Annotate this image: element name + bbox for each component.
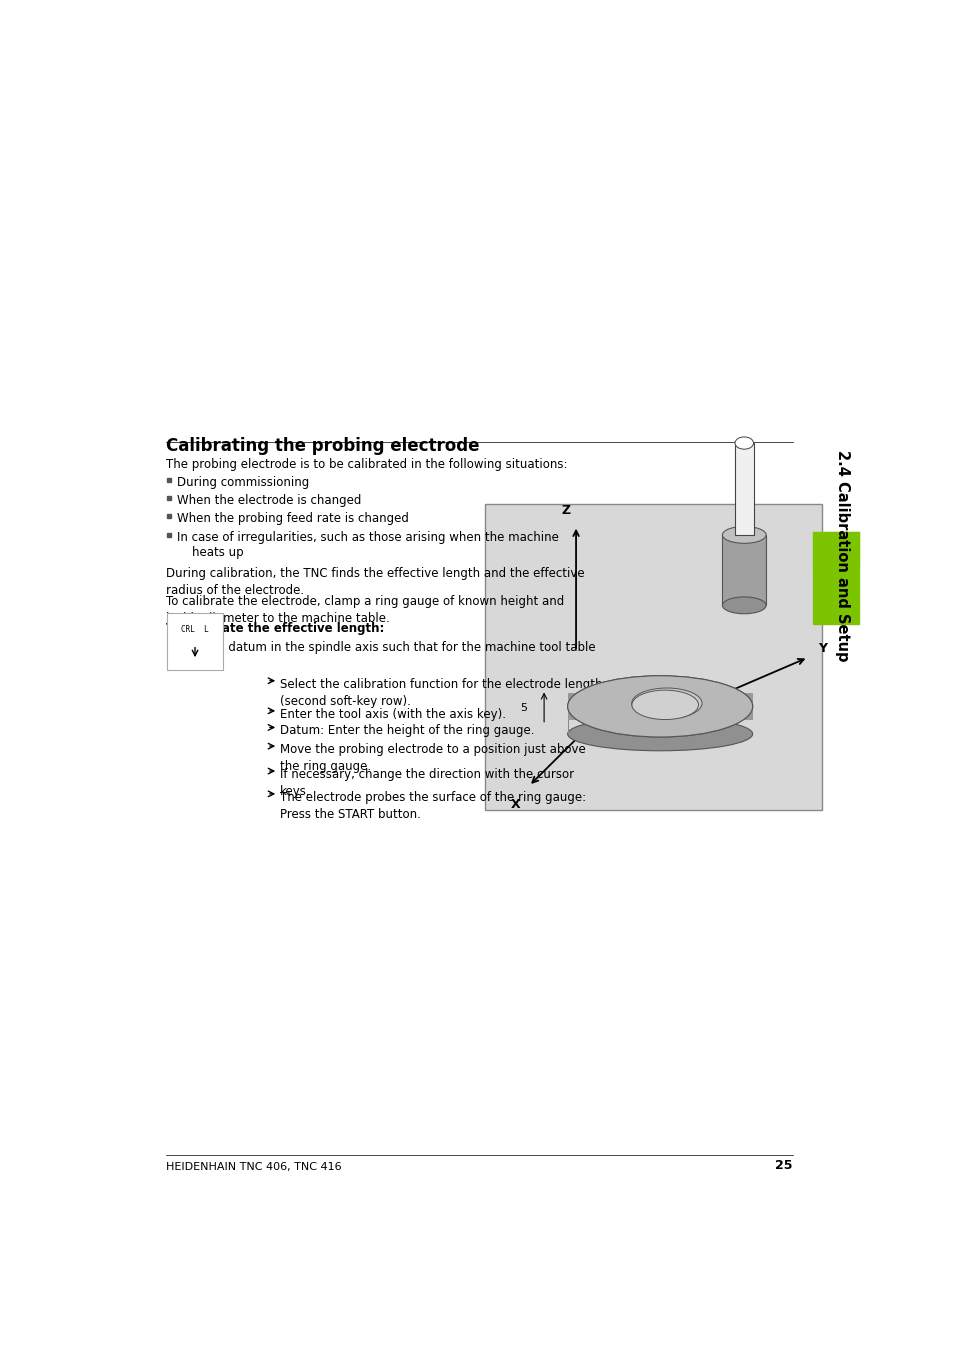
Text: HEIDENHAIN TNC 406, TNC 416: HEIDENHAIN TNC 406, TNC 416	[166, 1162, 341, 1171]
Text: During commissioning: During commissioning	[176, 476, 309, 489]
Text: To calibrate the electrode, clamp a ring gauge of known height and
inside diamet: To calibrate the electrode, clamp a ring…	[166, 594, 563, 624]
Bar	[734, 443, 753, 535]
Text: Z: Z	[560, 504, 570, 516]
Text: Calibrating the probing electrode: Calibrating the probing electrode	[166, 437, 478, 454]
Polygon shape	[567, 706, 568, 733]
Text: When the electrode is changed: When the electrode is changed	[176, 493, 361, 507]
Ellipse shape	[631, 690, 698, 720]
Ellipse shape	[721, 597, 765, 613]
Text: Move the probing electrode to a position just above
the ring gauge.: Move the probing electrode to a position…	[280, 743, 585, 772]
Text: The electrode probes the surface of the ring gauge:
Press the START button.: The electrode probes the surface of the …	[280, 791, 586, 821]
Bar	[485, 504, 821, 810]
Text: 2.4 Calibration and Setup: 2.4 Calibration and Setup	[834, 450, 849, 662]
Ellipse shape	[567, 675, 752, 737]
Text: If necessary, change the direction with the cursor
keys.: If necessary, change the direction with …	[280, 768, 574, 798]
Text: To calibrate the effective length:: To calibrate the effective length:	[166, 621, 384, 635]
Ellipse shape	[734, 437, 753, 449]
Text: Set the datum in the spindle axis such that for the machine tool table
   Z=0.: Set the datum in the spindle axis such t…	[182, 642, 595, 671]
Text: Datum: Enter the height of the ring gauge.: Datum: Enter the height of the ring gaug…	[280, 724, 535, 737]
Text: CRL  L: CRL L	[181, 624, 209, 634]
Polygon shape	[567, 693, 752, 720]
Text: 5: 5	[520, 702, 527, 713]
Text: X: X	[510, 798, 519, 811]
Bar	[812, 532, 858, 624]
Ellipse shape	[567, 717, 752, 751]
Text: 25: 25	[775, 1159, 792, 1171]
Text: In case of irregularities, such as those arising when the machine
    heats up: In case of irregularities, such as those…	[176, 531, 558, 559]
Text: Select the calibration function for the electrode length
(second soft-key row).: Select the calibration function for the …	[280, 678, 602, 708]
Bar	[721, 535, 765, 605]
Ellipse shape	[631, 687, 701, 718]
Ellipse shape	[721, 527, 765, 543]
Bar	[167, 613, 223, 670]
Text: During calibration, the TNC finds the effective length and the effective
radius : During calibration, the TNC finds the ef…	[166, 566, 584, 597]
Text: Enter the tool axis (with the axis key).: Enter the tool axis (with the axis key).	[280, 708, 506, 721]
Text: When the probing feed rate is changed: When the probing feed rate is changed	[176, 511, 408, 524]
Text: Y: Y	[818, 642, 826, 655]
Text: The probing electrode is to be calibrated in the following situations:: The probing electrode is to be calibrate…	[166, 457, 567, 470]
Bar	[812, 532, 858, 566]
Ellipse shape	[567, 675, 752, 737]
